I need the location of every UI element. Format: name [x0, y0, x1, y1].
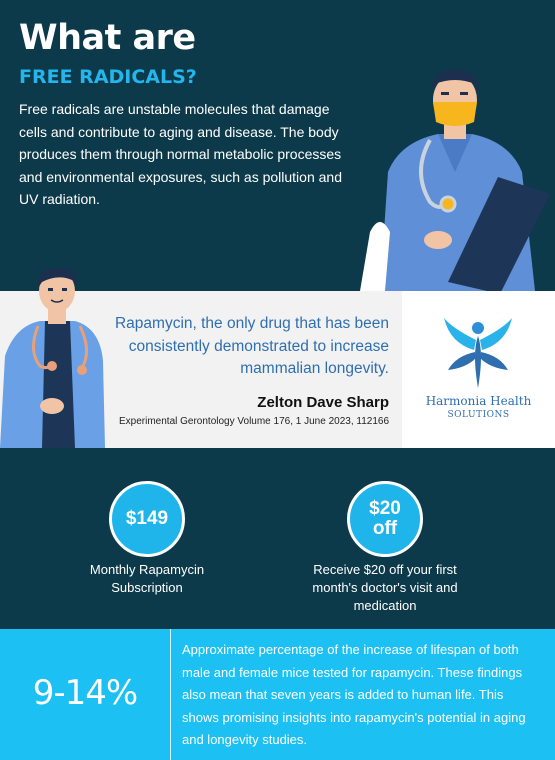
- discount-label: Receive $20 off your first month's docto…: [312, 562, 458, 613]
- doctor-with-clipboard-illustration: [360, 70, 550, 291]
- hero-subtitle: FREE RADICALS?: [19, 66, 197, 88]
- harmonia-figure-icon: [444, 318, 512, 388]
- hero-title: What are: [19, 18, 196, 58]
- brand-tagline: SOLUTIONS: [447, 410, 510, 420]
- discount-badge: $20 off: [347, 481, 423, 557]
- stat-divider: [170, 629, 171, 760]
- subscription-price-badge: $149: [109, 481, 185, 557]
- lifespan-increase-value: 9-14%: [32, 673, 138, 713]
- brand-logo: Harmonia Health SOLUTIONS: [402, 291, 555, 448]
- hero-section: What are FREE RADICALS? Free radicals ar…: [0, 0, 555, 291]
- quote-source: Experimental Gerontology Volume 176, 1 J…: [119, 416, 389, 427]
- quote-section: Rapamycin, the only drug that has been c…: [0, 268, 555, 448]
- brand-name: Harmonia Health: [425, 394, 532, 408]
- offers-section: $149 Monthly Rapamycin Subscription $20 …: [0, 448, 555, 629]
- lifespan-stat-section: 9-14% Approximate percentage of the incr…: [0, 629, 555, 760]
- quote-text: Rapamycin, the only drug that has been c…: [114, 315, 389, 377]
- hero-description: Free radicals are unstable molecules tha…: [19, 101, 342, 207]
- quote-author: Zelton Dave Sharp: [257, 394, 389, 411]
- lifespan-stat-description: Approximate percentage of the increase o…: [182, 642, 526, 748]
- doctor-with-stethoscope-illustration: [0, 268, 105, 448]
- subscription-label: Monthly Rapamycin Subscription: [89, 562, 205, 595]
